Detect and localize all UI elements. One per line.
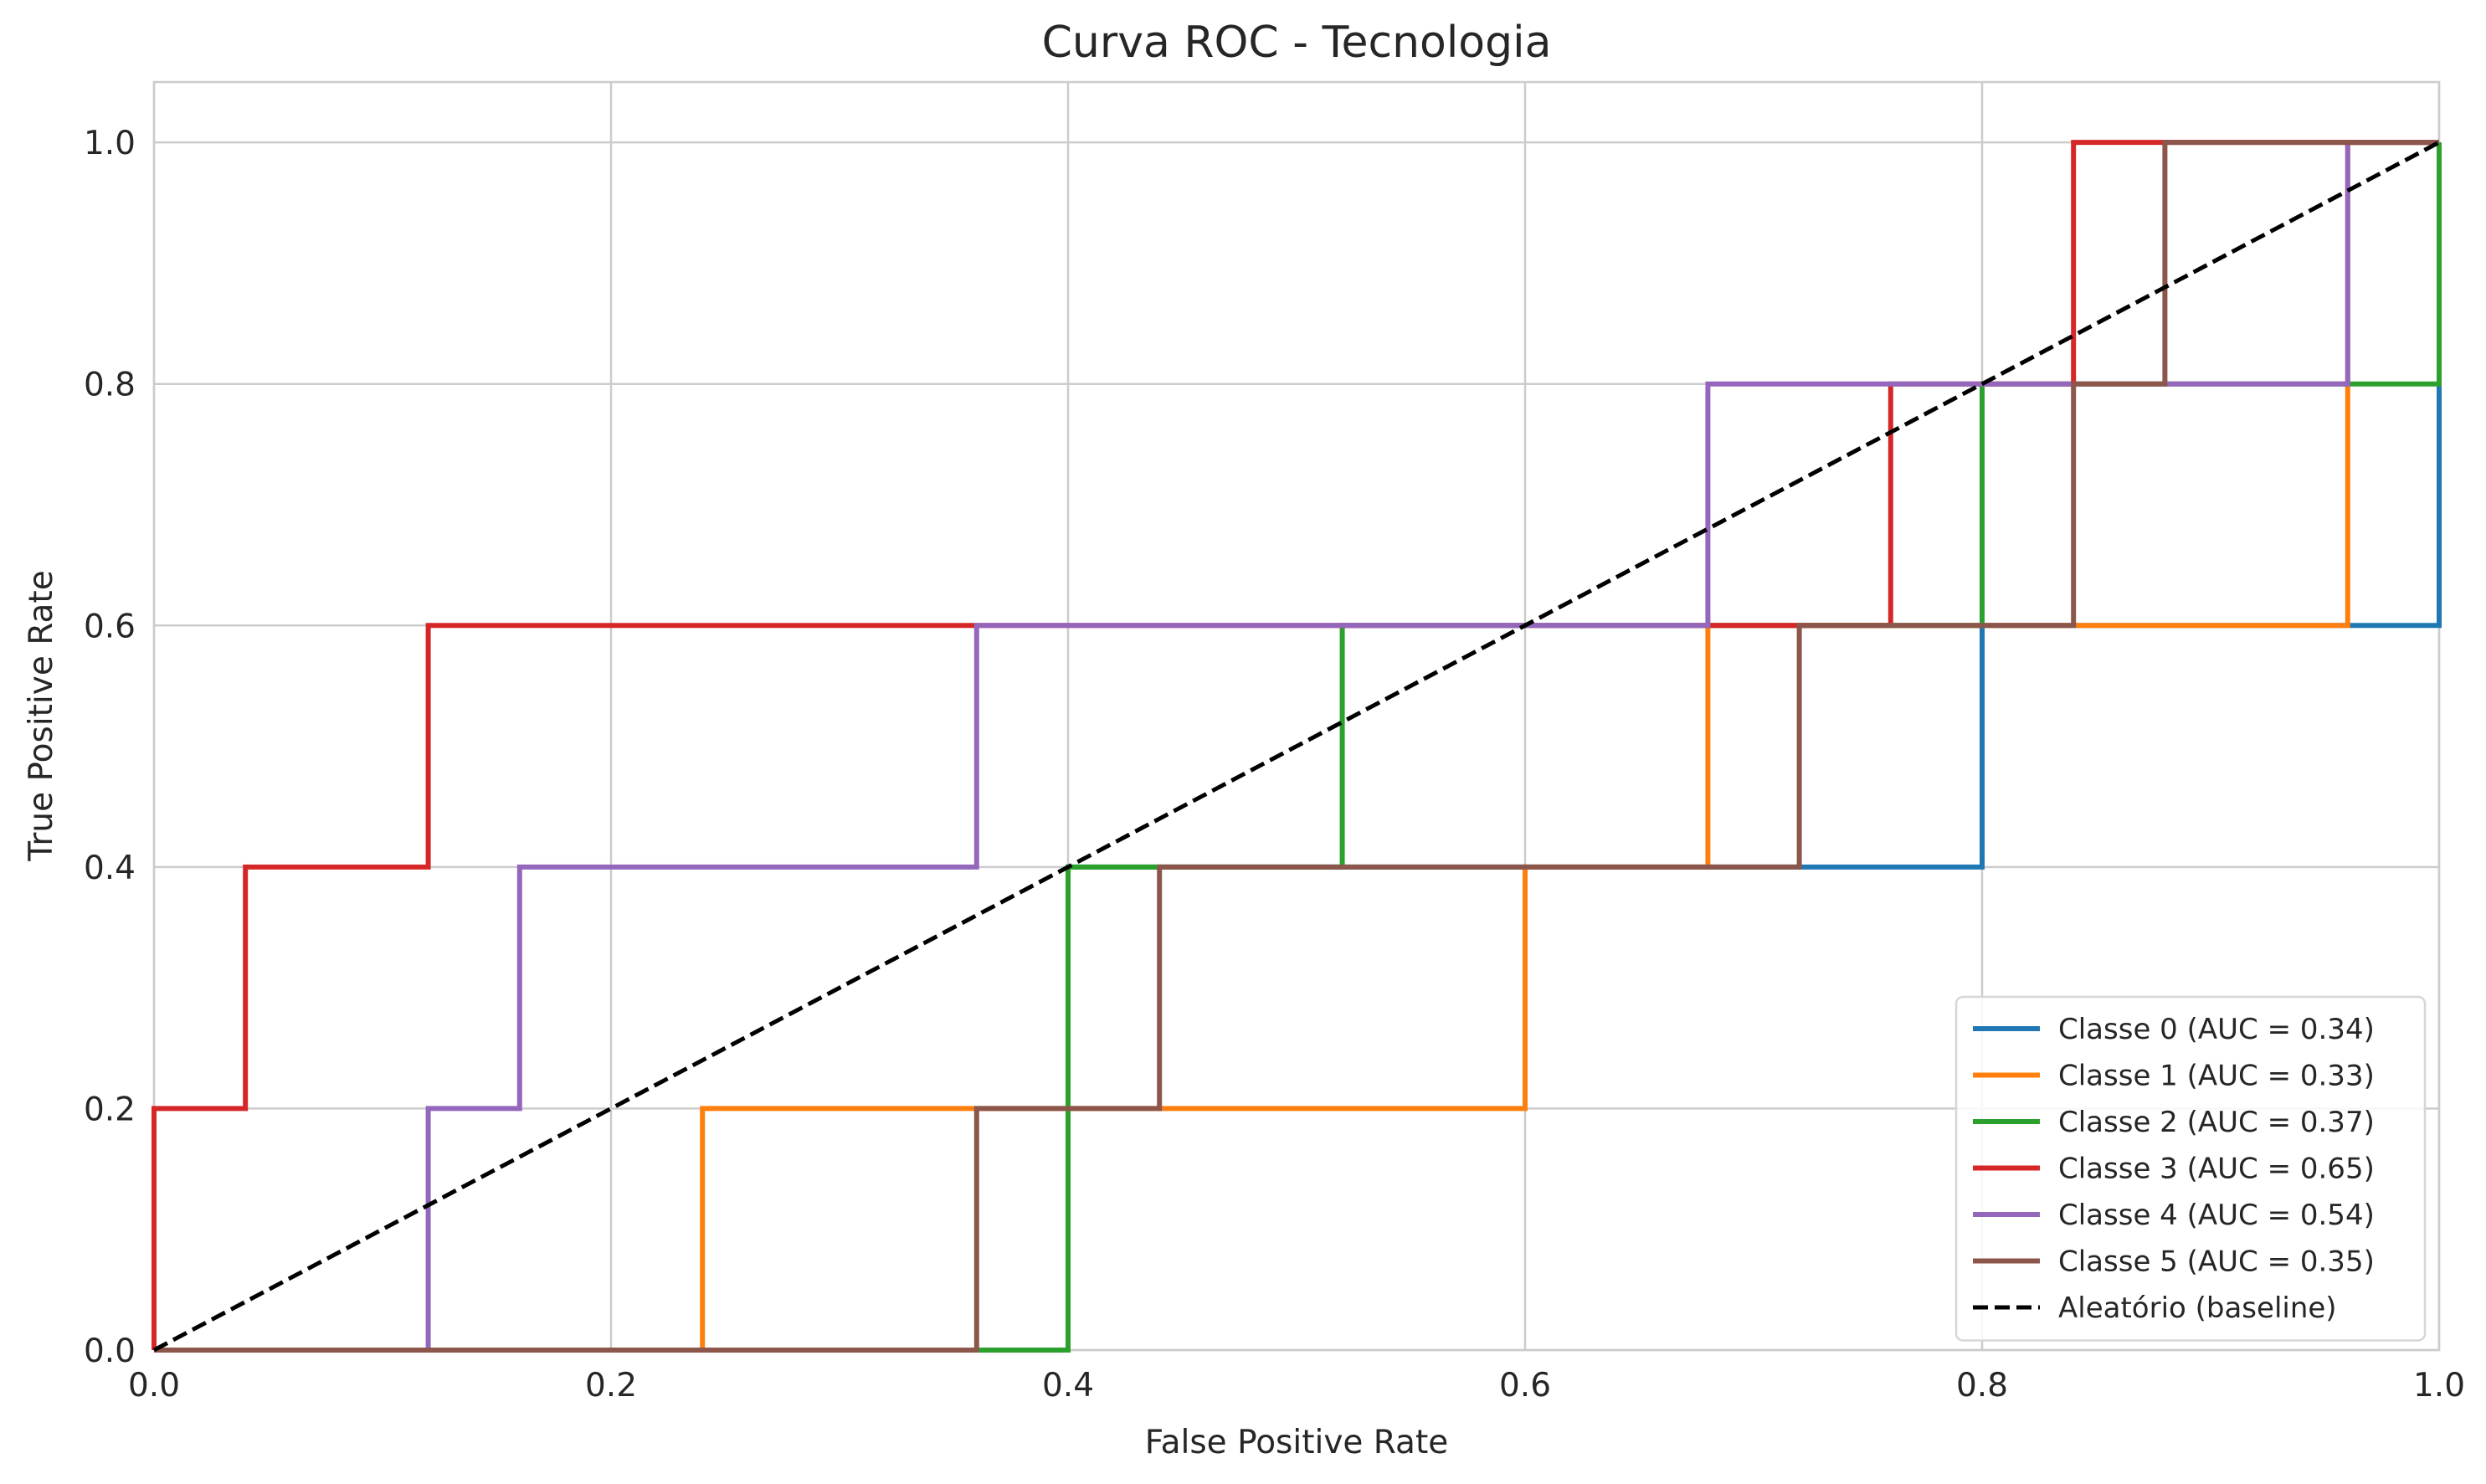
x-tick-label: 0.6 [1499, 1367, 1551, 1404]
y-tick-label: 0.2 [84, 1091, 136, 1128]
legend-label: Classe 2 (AUC = 0.37) [2058, 1106, 2375, 1139]
legend-label: Classe 4 (AUC = 0.54) [2058, 1199, 2375, 1232]
series-line-classe-5 [154, 140, 2439, 1353]
y-axis-label: True Positive Rate [23, 570, 60, 861]
legend-label: Classe 3 (AUC = 0.65) [2058, 1153, 2375, 1186]
y-tick-label: 0.6 [84, 608, 136, 645]
legend-label: Classe 1 (AUC = 0.33) [2058, 1060, 2375, 1093]
x-tick-label: 0.8 [1956, 1367, 2008, 1404]
chart-title: Curva ROC - Tecnologia [1042, 18, 1552, 68]
legend-label: Classe 5 (AUC = 0.35) [2058, 1245, 2375, 1279]
y-tick-label: 0.8 [84, 367, 136, 404]
baseline-line [152, 140, 2441, 1353]
x-tick-label: 1.0 [2413, 1367, 2465, 1404]
legend: Classe 0 (AUC = 0.34) Classe 1 (AUC = 0.3… [1954, 995, 2427, 1342]
legend-label: Aleatório (baseline) [2058, 1291, 2337, 1325]
legend-label: Classe 0 (AUC = 0.34) [2058, 1013, 2375, 1046]
x-tick-label: 0.4 [1042, 1367, 1094, 1404]
x-axis-label: False Positive Rate [1145, 1424, 1448, 1461]
y-tick-label: 1.0 [84, 125, 136, 162]
x-tick-label: 0.0 [128, 1367, 180, 1404]
x-tick-label: 0.2 [585, 1367, 637, 1404]
y-tick-label: 0.0 [84, 1333, 136, 1370]
plot-frame [152, 80, 2441, 1352]
legend-box [1954, 995, 2427, 1342]
series-lines [152, 140, 2442, 1353]
tick-labels: 0.0 0.2 0.4 0.6 0.8 1.0 0.0 0.2 0.4 0.6 0.8 1.0 [84, 125, 2465, 1404]
series-line-classe-4 [154, 140, 2439, 1353]
y-tick-label: 0.4 [84, 850, 136, 887]
